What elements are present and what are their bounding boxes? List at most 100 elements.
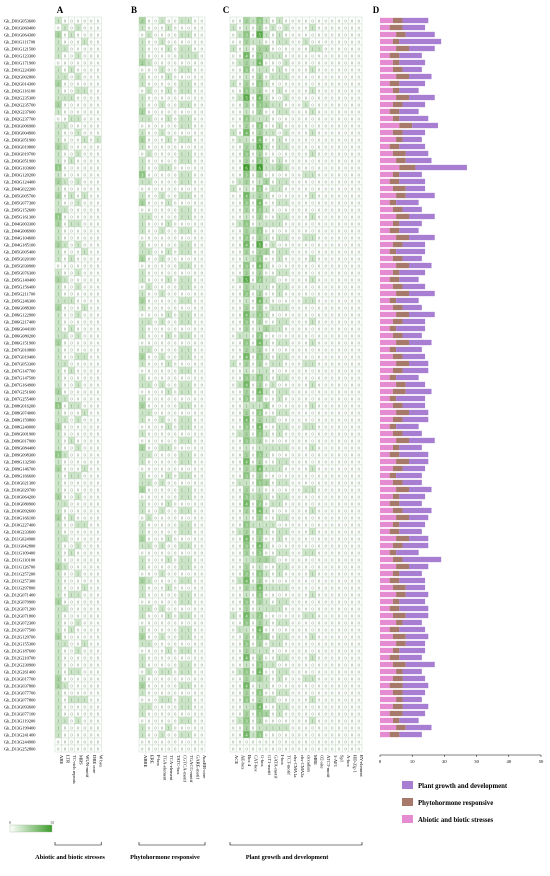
- heat-cell-value: 1: [64, 418, 66, 423]
- heat-cell-value: 0: [232, 551, 234, 556]
- heat-cell-value: 0: [194, 593, 196, 598]
- heat-cell-value: 0: [174, 663, 176, 668]
- heat-cell-value: 0: [141, 390, 143, 395]
- heat-cell-value: 0: [252, 299, 254, 304]
- heat-cell-value: 0: [232, 243, 234, 248]
- heat-cell-value: 0: [70, 236, 72, 241]
- heat-cell-value: 0: [84, 446, 86, 451]
- heat-cell-value: 1: [141, 460, 143, 465]
- heat-cell-value: 3: [245, 397, 247, 402]
- heat-cell-value: 1: [77, 355, 79, 360]
- heat-cell-value: 0: [148, 530, 150, 535]
- heat-cell-value: 3: [245, 698, 247, 703]
- heat-cell-value: 0: [239, 320, 241, 325]
- heat-cell-value: 0: [148, 355, 150, 360]
- heat-cell-value: 0: [232, 40, 234, 45]
- heat-cell-value: 1: [64, 124, 66, 129]
- heat-cell-value: 1: [141, 117, 143, 122]
- heat-cell-value: 0: [154, 215, 156, 220]
- heat-cell-value: 0: [64, 649, 66, 654]
- heat-cell-value: 0: [194, 621, 196, 626]
- heat-cell-value: 0: [148, 341, 150, 346]
- heat-cell-value: 0: [174, 117, 176, 122]
- heat-cell-value: 1: [259, 488, 261, 493]
- heat-cell-value: 0: [232, 453, 234, 458]
- heat-cell-value: 0: [161, 145, 163, 150]
- heat-cell-value: 0: [97, 264, 99, 269]
- heat-cell-value: 0: [84, 614, 86, 619]
- heat-cell-value: 1: [272, 131, 274, 136]
- heat-cell-value: 0: [64, 117, 66, 122]
- heat-cell-value: 0: [57, 117, 59, 122]
- heat-cell-value: 0: [64, 439, 66, 444]
- panel-label-c: C: [223, 5, 230, 15]
- heat-cell-value: 1: [148, 481, 150, 486]
- heat-cell-value: 0: [194, 243, 196, 248]
- heat-cell-value: 3: [259, 159, 261, 164]
- heat-cell-value: 0: [148, 124, 150, 129]
- heat-cell-value: 1: [57, 439, 59, 444]
- heat-cell-value: 0: [239, 649, 241, 654]
- heat-cell-value: 1: [245, 593, 247, 598]
- gene-label: Gh_D10G227400: [4, 522, 36, 527]
- heat-cell-value: 0: [168, 453, 170, 458]
- heat-cell-value: 0: [64, 621, 66, 626]
- heat-cell-value: 0: [201, 656, 203, 661]
- heat-cell-value: 1: [57, 719, 59, 724]
- heat-cell-value: 0: [97, 621, 99, 626]
- heat-cell-value: 0: [252, 131, 254, 136]
- heat-cell-value: 0: [97, 502, 99, 507]
- heat-cell-value: 2: [245, 306, 247, 311]
- heat-cell-value: 1: [245, 516, 247, 521]
- heat-cell-value: 0: [265, 383, 267, 388]
- heat-cell-value: 0: [181, 446, 183, 451]
- heat-cell-value: 0: [64, 110, 66, 115]
- heat-cell-value: 1: [187, 19, 189, 24]
- heat-cell-value: 0: [84, 509, 86, 514]
- heat-cell-value: 0: [84, 313, 86, 318]
- heat-cell-value: 0: [187, 327, 189, 332]
- heat-cell-value: 1: [265, 96, 267, 101]
- heat-cell-value: 0: [187, 677, 189, 682]
- heat-cell-value: 0: [141, 551, 143, 556]
- heat-cell-value: 3: [259, 432, 261, 437]
- heat-cell-value: 0: [252, 572, 254, 577]
- heat-cell-value: 1: [148, 705, 150, 710]
- heat-cell-value: 1: [64, 180, 66, 185]
- heat-cell-value: 0: [239, 411, 241, 416]
- heat-cell-value: 1: [141, 383, 143, 388]
- heat-cell-value: 0: [181, 586, 183, 591]
- heat-cell-value: 0: [181, 677, 183, 682]
- heat-cell-value: 2: [265, 180, 267, 185]
- heat-cell-value: 0: [77, 229, 79, 234]
- heat-cell-value: 0: [252, 334, 254, 339]
- heat-cell-value: 0: [70, 285, 72, 290]
- heat-cell-value: 0: [252, 446, 254, 451]
- heat-cell-value: 0: [187, 586, 189, 591]
- heat-cell-value: 1: [272, 54, 274, 59]
- heat-cell-value: 0: [97, 733, 99, 738]
- heat-cell-value: 0: [84, 271, 86, 276]
- heat-cell-value: 0: [252, 656, 254, 661]
- heat-cell-value: 0: [194, 355, 196, 360]
- heat-cell-value: 0: [252, 383, 254, 388]
- heat-cell-value: 0: [174, 551, 176, 556]
- heat-cell-value: 0: [97, 19, 99, 24]
- heat-cell-value: 0: [57, 740, 59, 745]
- heat-cell-value: 0: [174, 712, 176, 717]
- heat-cell-value: 1: [239, 579, 241, 584]
- heat-cell-value: 0: [154, 271, 156, 276]
- heat-cell-value: 0: [194, 26, 196, 31]
- heat-cell-value: 1: [161, 103, 163, 108]
- heat-cell-value: 0: [154, 439, 156, 444]
- heat-cell-value: 0: [194, 271, 196, 276]
- heat-cell-value: 0: [148, 649, 150, 654]
- gene-label: Gh_D05G030900: [4, 263, 36, 268]
- heat-cell-value: 2: [259, 362, 261, 367]
- heat-cell-value: 0: [70, 131, 72, 136]
- gene-label: Gh_D10G092600: [4, 508, 36, 513]
- heat-cell-value: 1: [265, 33, 267, 38]
- heat-cell-value: 1: [265, 446, 267, 451]
- heat-cell-value: 2: [259, 600, 261, 605]
- gene-label: Gh_D09G166600: [4, 473, 36, 478]
